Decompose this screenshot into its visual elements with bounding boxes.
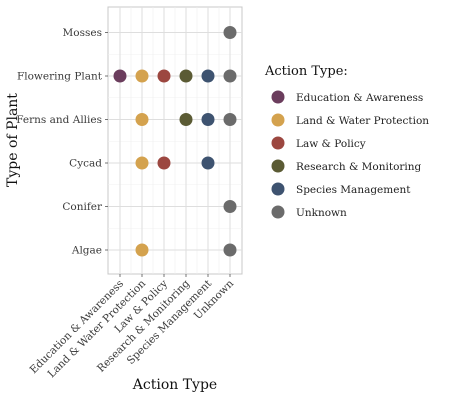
data-point [180,113,193,126]
data-point [202,70,215,83]
data-point [158,157,171,170]
data-point [224,244,237,257]
legend-label: Education & Awareness [296,92,423,104]
legend-key [272,91,285,104]
data-point [136,244,149,257]
y-tick-label: Mosses [63,27,102,39]
data-point [224,70,237,83]
data-point [136,113,149,126]
data-point [224,113,237,126]
data-point [114,70,127,83]
data-point [202,157,215,170]
legend-key [272,206,285,219]
data-point [224,26,237,39]
data-point [180,70,193,83]
legend-label: Land & Water Protection [296,115,429,127]
legend-label: Research & Monitoring [296,161,422,173]
legend-title: Action Type: [264,64,348,79]
data-point [136,70,149,83]
data-point [224,200,237,213]
legend-label: Law & Policy [296,138,366,150]
y-tick-label: Flowering Plant [17,71,103,83]
x-axis-title: Action Type [132,377,217,393]
y-tick-label: Ferns and Allies [16,114,102,126]
data-point [202,113,215,126]
legend-key [272,183,285,196]
y-tick-label: Cycad [69,158,102,170]
y-axis-title: Type of Plant [5,93,21,187]
data-point [158,70,171,83]
legend-label: Unknown [296,207,347,219]
y-tick-label: Algae [71,245,102,257]
legend-key [272,160,285,173]
legend-key [272,114,285,127]
data-point [136,157,149,170]
legend-key [272,137,285,150]
y-tick-label: Conifer [62,201,103,213]
legend-label: Species Management [296,184,411,196]
